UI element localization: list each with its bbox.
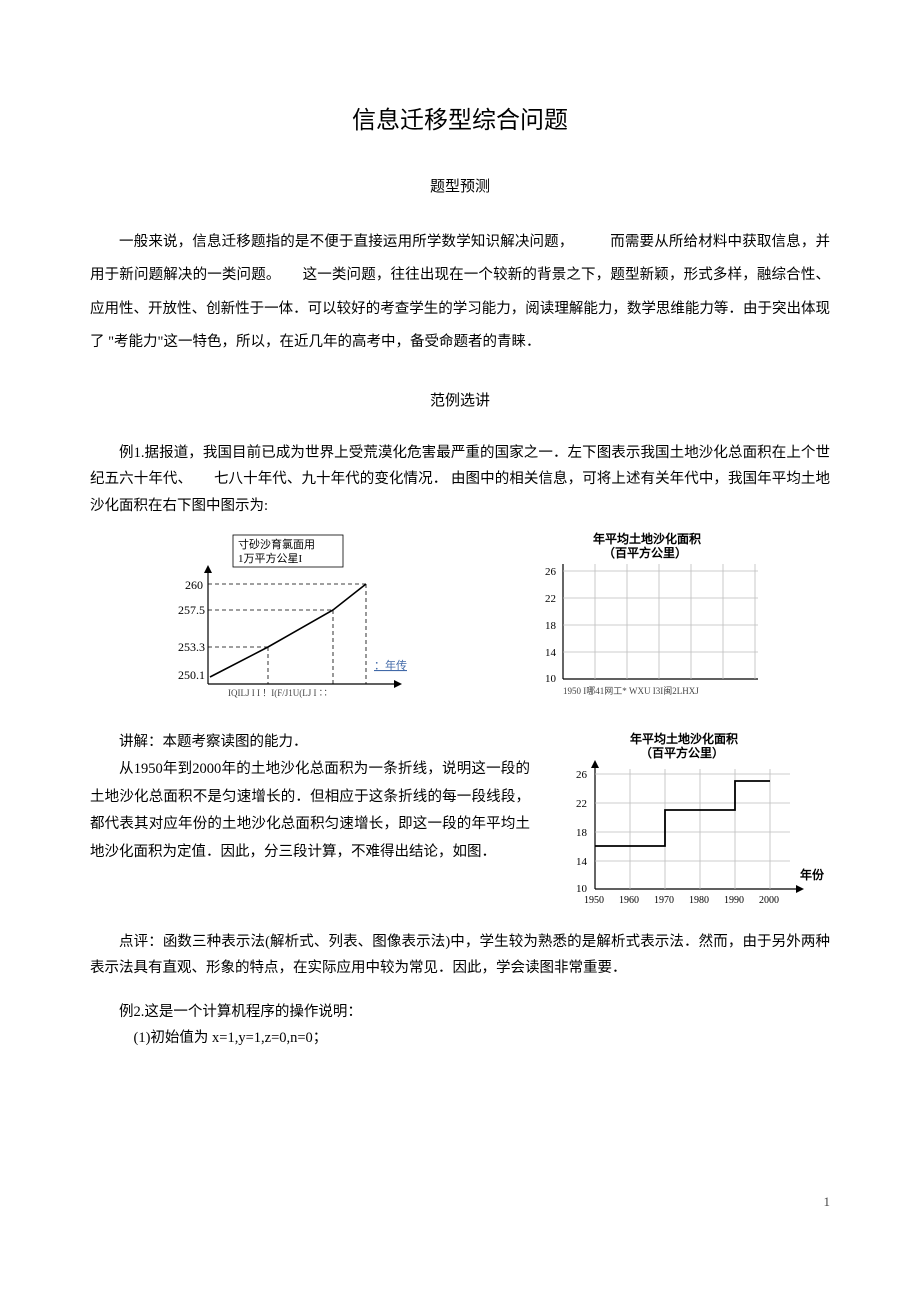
svg-text:1980: 1980 bbox=[689, 895, 709, 906]
chart-left-ylabel-2: 1万平方公星I bbox=[238, 551, 302, 565]
chart-left-xtext: IQILJ I I ！I(F/J1U(LJ I ∷ bbox=[228, 688, 328, 698]
chart-left-ylabel-1: 寸砂沙育氯面用 bbox=[238, 537, 315, 551]
svg-text:26: 26 bbox=[545, 566, 557, 578]
svg-text:22: 22 bbox=[576, 798, 587, 810]
rb-title1: 年平均土地沙化面积 bbox=[630, 731, 738, 746]
example-2-text: 例2.这是一个计算机程序的操作说明： bbox=[90, 999, 830, 1025]
svg-text:10: 10 bbox=[576, 883, 588, 895]
example-1-text: 例1.据报道，我国目前已成为世界上受荒漠化危害最严重的国家之一．左下图表示我国土… bbox=[90, 440, 830, 518]
section-heading-prediction: 题型预测 bbox=[90, 175, 830, 196]
review-paragraph: 点评：函数三种表示法(解析式、列表、图像表示法)中，学生较为熟悉的是解析式表示法… bbox=[90, 929, 830, 981]
chart-left-yearlink: ：年传 bbox=[374, 658, 407, 672]
ytick-1: 253.3 bbox=[178, 640, 205, 654]
svg-text:1990: 1990 bbox=[724, 895, 744, 906]
ytick-0: 250.1 bbox=[178, 668, 205, 682]
document-title: 信息迁移型综合问题 bbox=[90, 100, 830, 135]
page-number: 1 bbox=[824, 1194, 831, 1210]
svg-text:14: 14 bbox=[576, 856, 588, 868]
rb-title2: （百平方公里） bbox=[640, 745, 724, 760]
example-2-step1: (1)初始值为 x=1,y=1,z=0,n=0； bbox=[90, 1025, 830, 1051]
explain-lead: 讲解：本题考察读图的能力． bbox=[90, 729, 530, 757]
svg-text:10: 10 bbox=[545, 673, 557, 685]
chart-right-top-grid: 年平均土地沙化面积 （百平方公里） 26 22 18 14 bbox=[523, 529, 783, 709]
explanation-row: 讲解：本题考察读图的能力． 从1950年到2000年的土地沙化总面积为一条折线，… bbox=[90, 729, 830, 919]
document-page: 信息迁移型综合问题 题型预测 一般来说，信息迁移题指的是不便于直接运用所学数学知… bbox=[0, 0, 920, 1240]
ytick-2: 257.5 bbox=[178, 603, 205, 617]
svg-text:2000: 2000 bbox=[759, 895, 779, 906]
explain-body: 从1950年到2000年的土地沙化总面积为一条折线，说明这一段的土地沙化总面积不… bbox=[90, 756, 530, 866]
ytick-3: 260 bbox=[185, 578, 203, 592]
intro-paragraph: 一般来说，信息迁移题指的是不便于直接运用所学数学知识解决问题， 而需要从所给材料… bbox=[90, 226, 830, 359]
svg-text:1950: 1950 bbox=[584, 895, 604, 906]
chart-left-total-area: 寸砂沙育氯面用 1万平方公星I 250.1 253.3 257.5 260 IQ… bbox=[138, 529, 428, 709]
svg-text:26: 26 bbox=[576, 769, 588, 781]
rt-xnote: 1950 I哪41网工* WXU I3I闽2LHXJ bbox=[563, 685, 699, 696]
svg-text:1960: 1960 bbox=[619, 895, 639, 906]
rt-title1: 年平均土地沙化面积 bbox=[593, 531, 701, 546]
svg-text:18: 18 bbox=[545, 620, 557, 632]
section-heading-examples: 范例选讲 bbox=[90, 389, 830, 410]
rt-title2: （百平方公里） bbox=[603, 545, 687, 560]
svg-text:18: 18 bbox=[576, 827, 588, 839]
figure-row-1: 寸砂沙育氯面用 1万平方公星I 250.1 253.3 257.5 260 IQ… bbox=[90, 529, 830, 709]
rb-xlabel: 年份 bbox=[800, 867, 825, 882]
explanation-text: 讲解：本题考察读图的能力． 从1950年到2000年的土地沙化总面积为一条折线，… bbox=[90, 729, 530, 867]
svg-text:22: 22 bbox=[545, 593, 556, 605]
chart-right-bottom-step: 年平均土地沙化面积 （百平方公里） 26 22 18 bbox=[550, 729, 830, 919]
svg-text:14: 14 bbox=[545, 647, 557, 659]
svg-text:1970: 1970 bbox=[654, 895, 674, 906]
